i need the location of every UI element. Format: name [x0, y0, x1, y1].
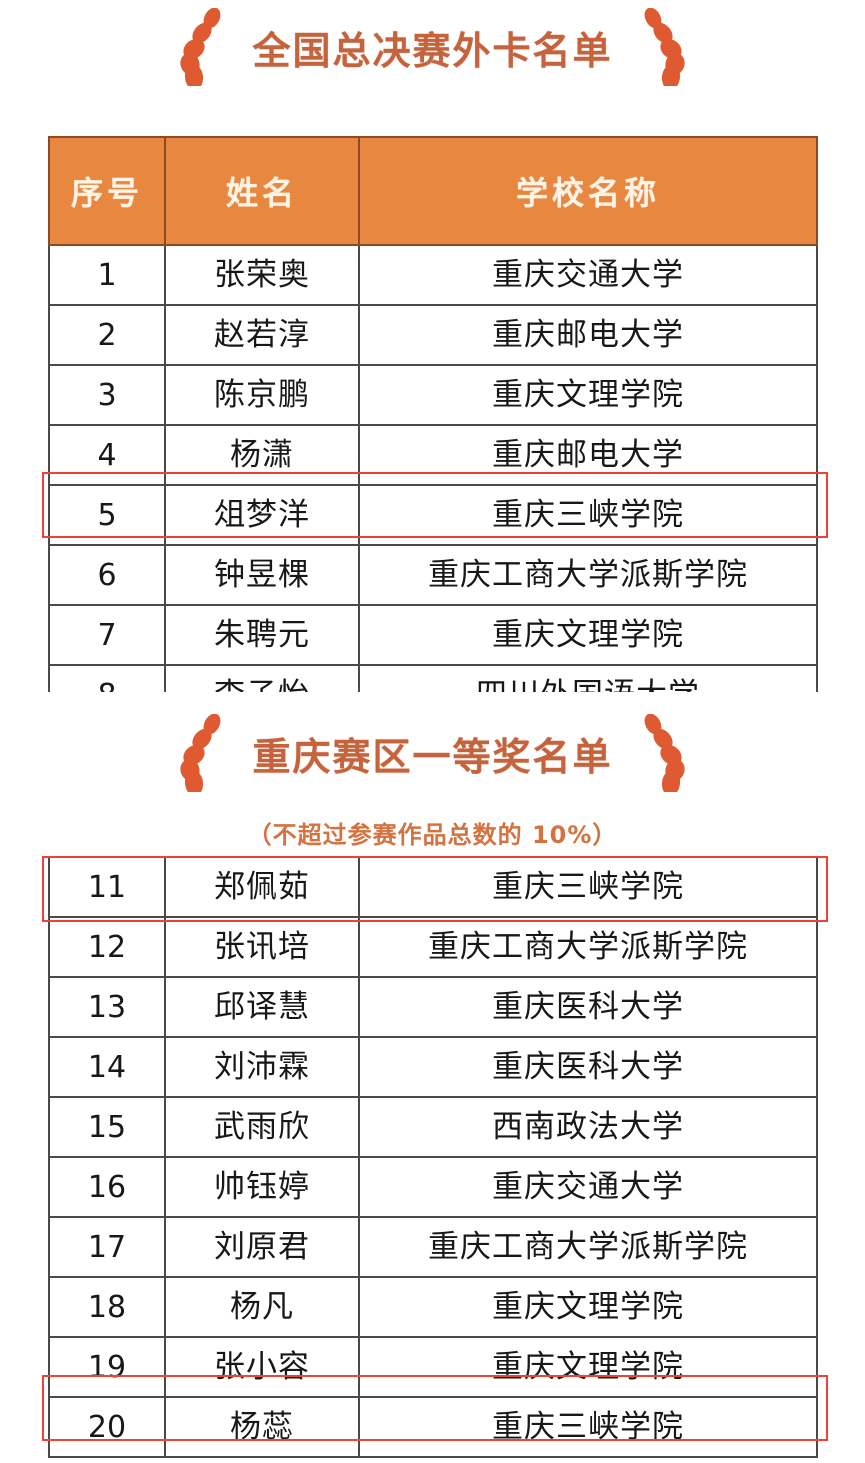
cell-name: 杨凡	[164, 1276, 360, 1338]
cell-no: 14	[48, 1036, 166, 1098]
table-row[interactable]: 2 赵若淳 重庆邮电大学	[48, 304, 818, 366]
table-row-highlighted[interactable]: 11 郑佩茹 重庆三峡学院	[48, 856, 818, 918]
cell-name: 杨潇	[164, 424, 360, 486]
cell-no: 1	[48, 244, 166, 306]
cell-name: 杨蕊	[164, 1396, 360, 1458]
cell-school: 重庆邮电大学	[358, 304, 818, 366]
cell-name: 李子怡	[164, 664, 360, 692]
cell-school: 重庆医科大学	[358, 1036, 818, 1098]
table-body-national-finals: 1 张荣奥 重庆交通大学 2 赵若淳 重庆邮电大学 3 陈京鹏 重庆文理学院 4…	[48, 244, 818, 692]
cell-school: 重庆邮电大学	[358, 424, 818, 486]
table-row[interactable]: 4 杨潇 重庆邮电大学	[48, 424, 818, 486]
laurel-leaves-icon	[180, 8, 221, 86]
cell-school: 重庆三峡学院	[358, 856, 818, 918]
cell-name: 张讯培	[164, 916, 360, 978]
cell-name: 邱译慧	[164, 976, 360, 1038]
table-row[interactable]: 13 邱译慧 重庆医科大学	[48, 976, 818, 1038]
table-row[interactable]: 12 张讯培 重庆工商大学派斯学院	[48, 916, 818, 978]
cell-name: 朱聘元	[164, 604, 360, 666]
table-wrapper-chongqing-first-prize: 11 郑佩茹 重庆三峡学院 12 张讯培 重庆工商大学派斯学院 13 邱译慧 重…	[48, 856, 818, 1458]
cell-name: 张荣奥	[164, 244, 360, 306]
cell-no: 13	[48, 976, 166, 1038]
cell-school: 重庆工商大学派斯学院	[358, 544, 818, 606]
cell-school: 重庆三峡学院	[358, 484, 818, 546]
laurel-leaves-icon	[180, 714, 221, 792]
cell-no: 8	[48, 664, 166, 692]
column-header-name: 姓名	[164, 136, 360, 246]
cell-name: 刘原君	[164, 1216, 360, 1278]
section-title-chongqing-first-prize: 重庆赛区一等奖名单	[0, 714, 865, 792]
cell-name: 陈京鹏	[164, 364, 360, 426]
table-row[interactable]: 3 陈京鹏 重庆文理学院	[48, 364, 818, 426]
cell-school: 重庆交通大学	[358, 1156, 818, 1218]
table-body-chongqing-first-prize: 11 郑佩茹 重庆三峡学院 12 张讯培 重庆工商大学派斯学院 13 邱译慧 重…	[48, 856, 818, 1458]
cell-no: 7	[48, 604, 166, 666]
cell-school: 重庆文理学院	[358, 1276, 818, 1338]
table-row[interactable]: 8 李子怡 四川外国语大学	[48, 664, 818, 692]
table-row[interactable]: 6 钟昱棵 重庆工商大学派斯学院	[48, 544, 818, 606]
table-row[interactable]: 7 朱聘元 重庆文理学院	[48, 604, 818, 666]
cell-no: 6	[48, 544, 166, 606]
cell-no: 4	[48, 424, 166, 486]
cell-school: 重庆工商大学派斯学院	[358, 1216, 818, 1278]
cell-school: 重庆工商大学派斯学院	[358, 916, 818, 978]
table-clip-chongqing-first-prize: 11 郑佩茹 重庆三峡学院 12 张讯培 重庆工商大学派斯学院 13 邱译慧 重…	[0, 856, 865, 1463]
section-title-national-finals: 全国总决赛外卡名单	[0, 8, 865, 86]
table-row-highlighted[interactable]: 20 杨蕊 重庆三峡学院	[48, 1396, 818, 1458]
table-row[interactable]: 15 武雨欣 西南政法大学	[48, 1096, 818, 1158]
cell-name: 俎梦洋	[164, 484, 360, 546]
cell-no: 11	[48, 856, 166, 918]
cell-no: 16	[48, 1156, 166, 1218]
cell-name: 郑佩茹	[164, 856, 360, 918]
cell-no: 5	[48, 484, 166, 546]
column-header-no: 序号	[48, 136, 166, 246]
cell-no: 19	[48, 1336, 166, 1398]
table-header-row: 序号 姓名 学校名称	[48, 136, 818, 246]
table-row[interactable]: 18 杨凡 重庆文理学院	[48, 1276, 818, 1338]
cell-school: 四川外国语大学	[358, 664, 818, 692]
table-row[interactable]: 14 刘沛霖 重庆医科大学	[48, 1036, 818, 1098]
cell-name: 钟昱棵	[164, 544, 360, 606]
cell-no: 17	[48, 1216, 166, 1278]
cell-no: 12	[48, 916, 166, 978]
table-national-finals: 序号 姓名 学校名称 1 张荣奥 重庆交通大学 2 赵若淳 重庆邮电大学 3	[48, 136, 818, 692]
column-header-school: 学校名称	[358, 136, 818, 246]
cell-name: 帅钰婷	[164, 1156, 360, 1218]
cell-school: 重庆交通大学	[358, 244, 818, 306]
cell-no: 3	[48, 364, 166, 426]
laurel-leaves-icon	[644, 8, 685, 86]
table-row[interactable]: 16 帅钰婷 重庆交通大学	[48, 1156, 818, 1218]
cell-school: 重庆三峡学院	[358, 1396, 818, 1458]
table-chongqing-first-prize: 11 郑佩茹 重庆三峡学院 12 张讯培 重庆工商大学派斯学院 13 邱译慧 重…	[48, 856, 818, 1458]
cell-name: 张小容	[164, 1336, 360, 1398]
table-wrapper-national-finals: 序号 姓名 学校名称 1 张荣奥 重庆交通大学 2 赵若淳 重庆邮电大学 3	[48, 136, 818, 692]
laurel-leaves-icon	[644, 714, 685, 792]
section-title-text: 全国总决赛外卡名单	[252, 28, 613, 73]
section-subtitle: （不超过参赛作品总数的 10%）	[247, 821, 618, 849]
table-row-highlighted[interactable]: 5 俎梦洋 重庆三峡学院	[48, 484, 818, 546]
cell-no: 20	[48, 1396, 166, 1458]
section-title-text: 重庆赛区一等奖名单	[252, 734, 613, 779]
cell-school: 重庆医科大学	[358, 976, 818, 1038]
table-clip-national-finals: 序号 姓名 学校名称 1 张荣奥 重庆交通大学 2 赵若淳 重庆邮电大学 3	[0, 136, 865, 692]
cell-no: 2	[48, 304, 166, 366]
table-row[interactable]: 19 张小容 重庆文理学院	[48, 1336, 818, 1398]
table-row[interactable]: 17 刘原君 重庆工商大学派斯学院	[48, 1216, 818, 1278]
cell-school: 西南政法大学	[358, 1096, 818, 1158]
table-row[interactable]: 1 张荣奥 重庆交通大学	[48, 244, 818, 306]
cell-no: 18	[48, 1276, 166, 1338]
cell-school: 重庆文理学院	[358, 1336, 818, 1398]
cell-name: 武雨欣	[164, 1096, 360, 1158]
cell-name: 刘沛霖	[164, 1036, 360, 1098]
cell-school: 重庆文理学院	[358, 364, 818, 426]
cell-school: 重庆文理学院	[358, 604, 818, 666]
cell-name: 赵若淳	[164, 304, 360, 366]
cell-no: 15	[48, 1096, 166, 1158]
